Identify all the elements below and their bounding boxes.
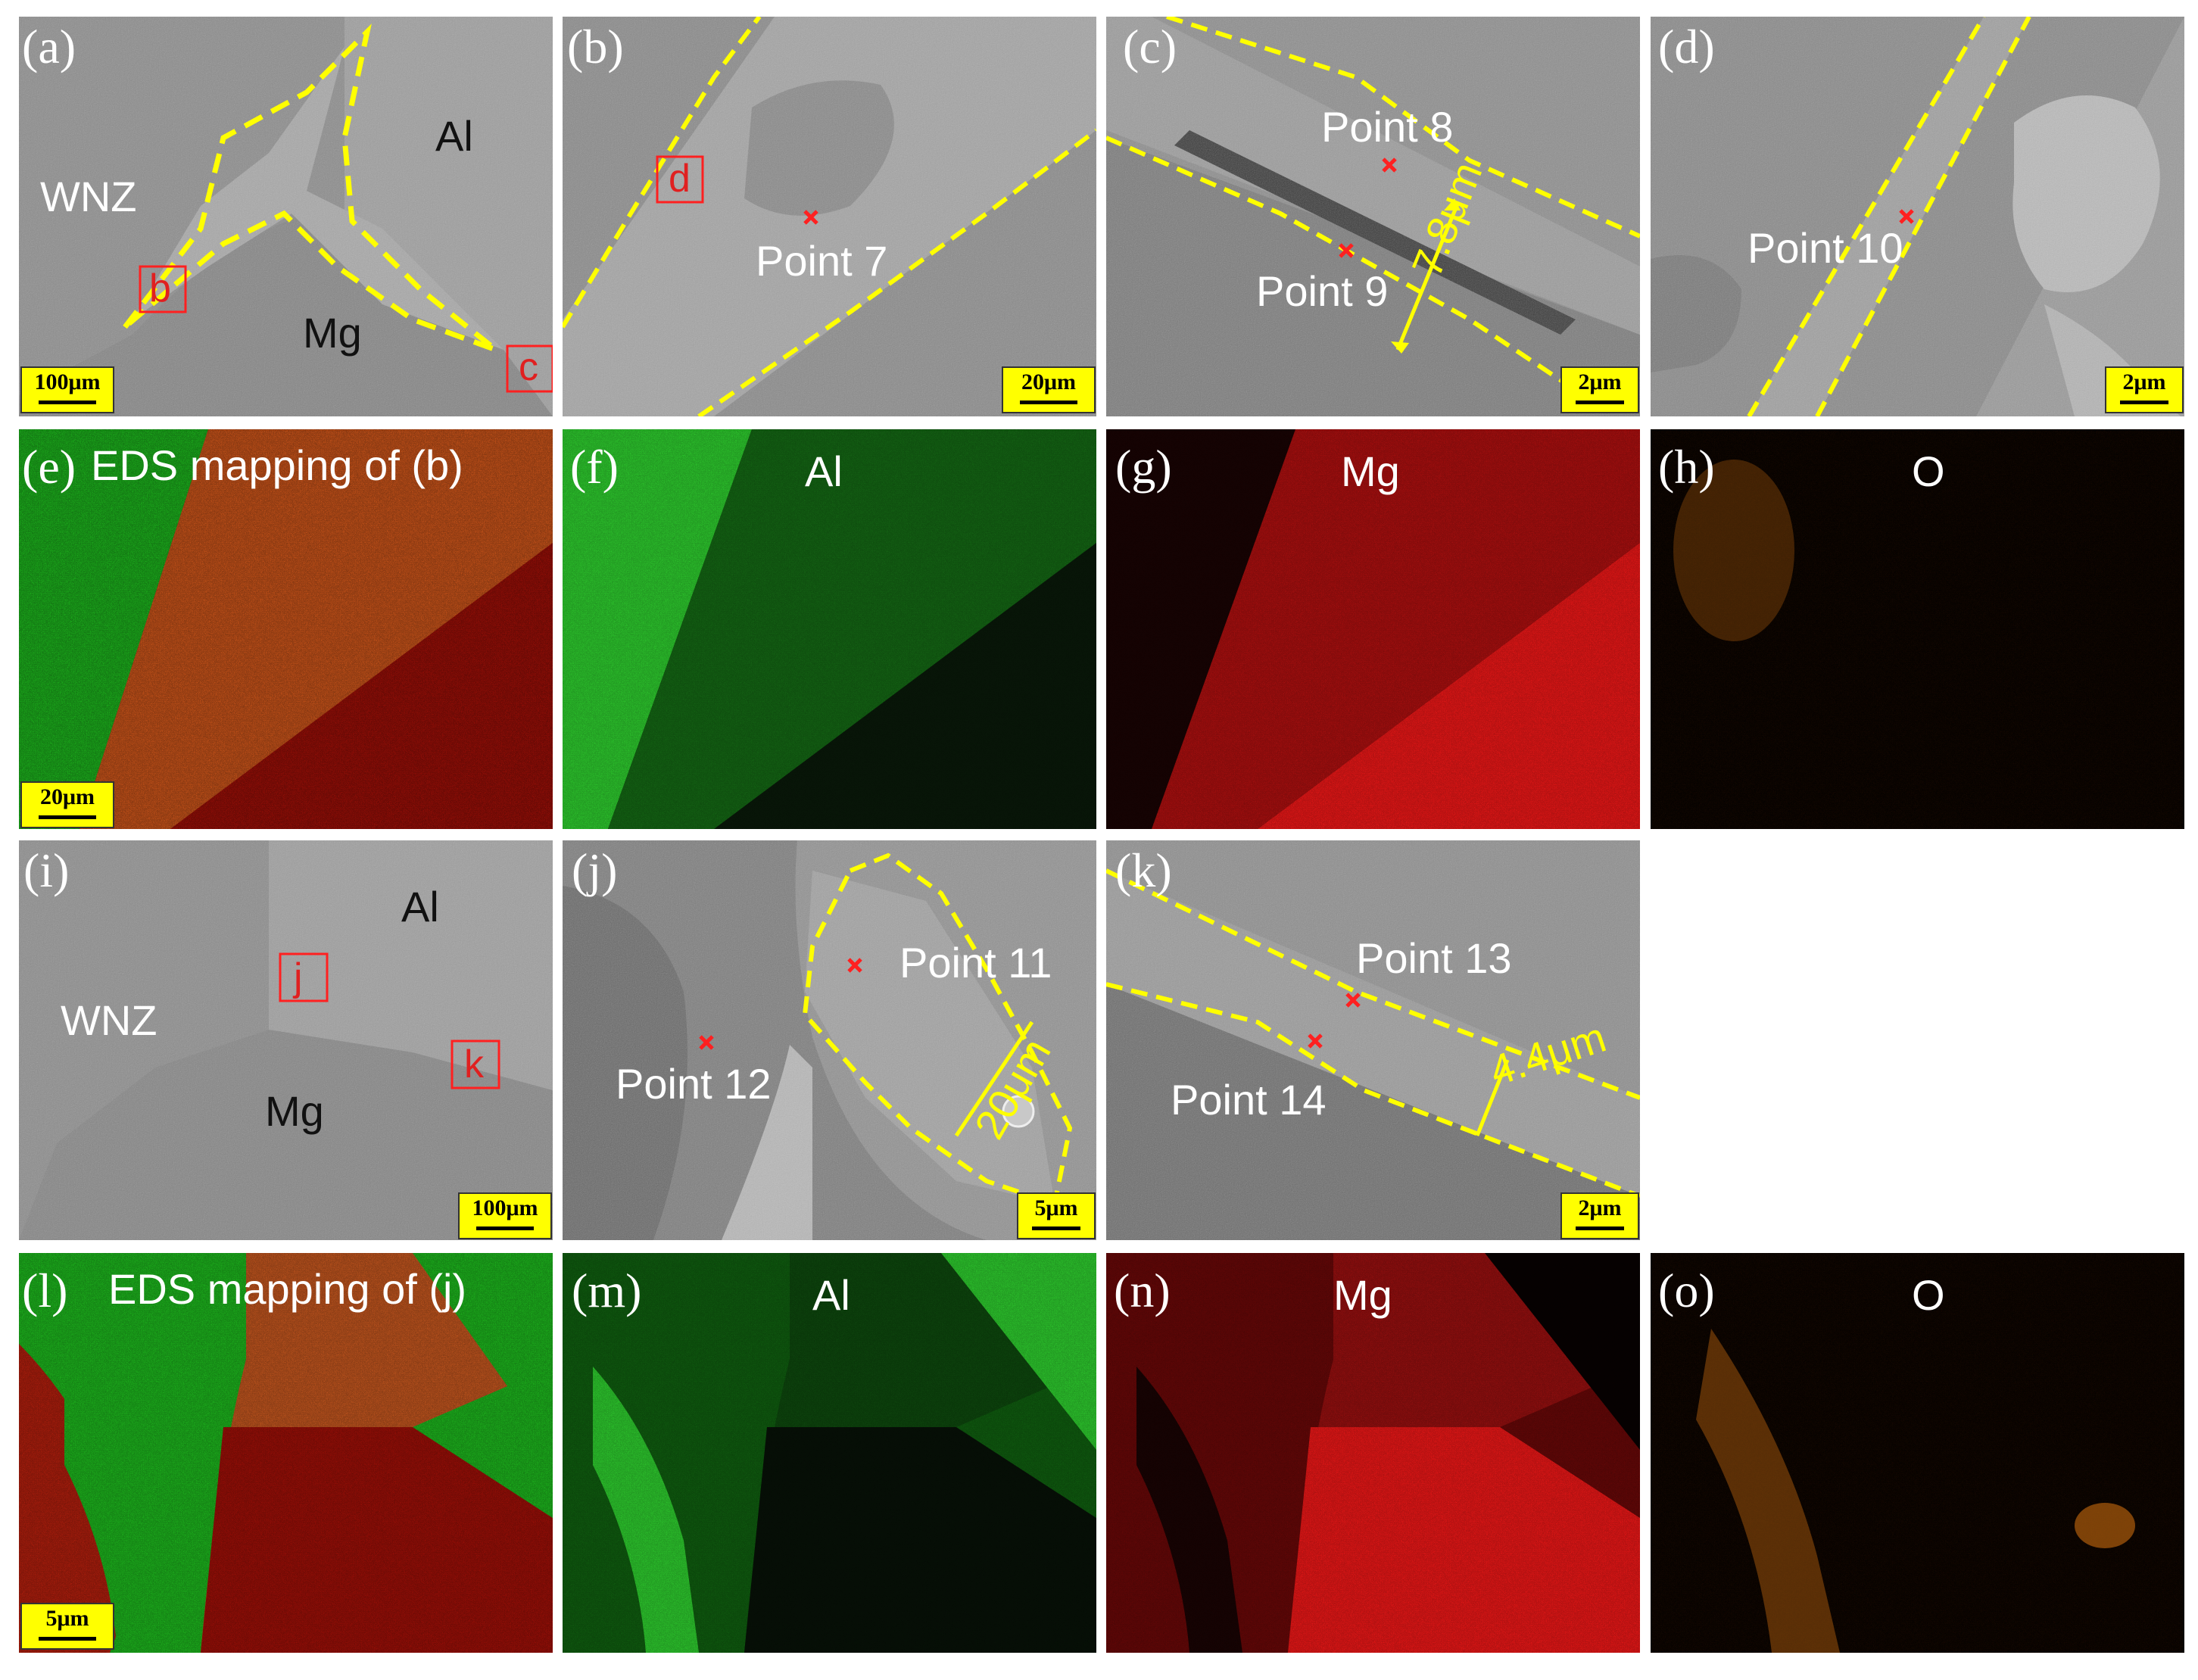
point-label-8: Point 8 xyxy=(1321,103,1454,151)
panel-label-l: (l) xyxy=(22,1264,68,1317)
panel-label-n: (n) xyxy=(1114,1264,1171,1317)
element-label-g: Mg xyxy=(1341,447,1400,495)
eds-overlay-image-e xyxy=(19,429,553,829)
eds-title-e: EDS mapping of (b) xyxy=(91,441,463,489)
panel-n-eds-mg: (n) Mg xyxy=(1106,1253,1640,1653)
sem-image-b xyxy=(563,17,1096,416)
panel-a-sem-overview: (a) WNZ Al Mg b c 100μm xyxy=(19,17,553,416)
panel-d-sem-interface: (d) Point 10 2μm xyxy=(1651,17,2184,416)
panel-o-eds-o: (o) O xyxy=(1651,1253,2184,1653)
eds-map-o-o xyxy=(1651,1253,2184,1653)
eds-map-al-f xyxy=(563,429,1096,829)
region-label-al-i: Al xyxy=(401,883,439,930)
region-label-mg-i: Mg xyxy=(265,1087,324,1135)
panel-label-b: (b) xyxy=(567,20,624,73)
region-label-mg: Mg xyxy=(303,309,362,357)
box-label-c: c xyxy=(519,345,538,389)
panel-label-f: (f) xyxy=(570,440,619,494)
region-label-al: Al xyxy=(435,112,473,160)
point-label-14: Point 14 xyxy=(1171,1076,1327,1124)
scale-bar-i: 100μm xyxy=(458,1192,552,1239)
scale-bar-k: 2μm xyxy=(1560,1192,1639,1239)
sem-image-d xyxy=(1651,17,2184,416)
eds-map-al-m xyxy=(563,1253,1096,1653)
point-label-12: Point 12 xyxy=(616,1060,772,1108)
box-label-j: j xyxy=(294,955,303,999)
scale-bar-l: 5μm xyxy=(20,1603,114,1650)
scale-bar-c: 2μm xyxy=(1560,366,1639,413)
panel-j-sem-zoom: (j) Point 11 Point 12 20μm 5μm xyxy=(563,840,1096,1240)
panel-label-a: (a) xyxy=(22,20,76,73)
point-label-7: Point 7 xyxy=(756,237,888,285)
eds-title-l: EDS mapping of (j) xyxy=(108,1265,467,1313)
panel-g-eds-mg: (g) Mg xyxy=(1106,429,1640,829)
region-label-wnz-i: WNZ xyxy=(61,996,157,1044)
eds-overlay-image-l xyxy=(19,1253,553,1653)
panel-label-h: (h) xyxy=(1658,440,1715,494)
point-label-13: Point 13 xyxy=(1356,934,1512,982)
panel-label-k: (k) xyxy=(1115,843,1172,897)
panel-f-eds-al: (f) Al xyxy=(563,429,1096,829)
scale-bar-b: 20μm xyxy=(1002,366,1096,413)
scale-bar-a: 100μm xyxy=(20,366,114,413)
element-label-h: O xyxy=(1912,447,1945,495)
sem-image-c xyxy=(1106,17,1640,416)
eds-map-o-h xyxy=(1651,429,2184,829)
panel-i-sem-overview: (i) WNZ Al Mg j k 100μm xyxy=(19,840,553,1240)
element-label-o: O xyxy=(1912,1271,1945,1319)
panel-label-j: (j) xyxy=(572,843,618,897)
element-label-n: Mg xyxy=(1333,1271,1392,1319)
region-label-wnz: WNZ xyxy=(40,173,137,220)
panel-l-eds-overlay: (l) EDS mapping of (j) 5μm xyxy=(19,1253,553,1653)
scale-bar-d: 2μm xyxy=(2105,366,2184,413)
point-label-10: Point 10 xyxy=(1747,224,1903,272)
panel-h-eds-o: (h) O xyxy=(1651,429,2184,829)
sem-image-i xyxy=(19,840,553,1240)
element-label-f: Al xyxy=(805,447,843,495)
point-label-11: Point 11 xyxy=(899,939,1052,986)
panel-label-g: (g) xyxy=(1115,440,1172,494)
scale-bar-e: 20μm xyxy=(20,781,114,828)
panel-label-o: (o) xyxy=(1658,1264,1715,1317)
panel-label-d: (d) xyxy=(1658,20,1715,73)
panel-label-e: (e) xyxy=(22,440,76,494)
panel-b-sem-zoom: (b) d Point 7 20μm xyxy=(563,17,1096,416)
panel-label-i: (i) xyxy=(23,843,70,897)
box-label-k: k xyxy=(464,1043,484,1086)
box-label-b: b xyxy=(149,266,171,310)
panel-c-sem-layer: (c) Point 8 Point 9 7.8μm 2μm xyxy=(1106,17,1640,416)
scale-bar-j: 5μm xyxy=(1017,1192,1096,1239)
element-label-m: Al xyxy=(812,1271,850,1319)
panel-m-eds-al: (m) Al xyxy=(563,1253,1096,1653)
eds-map-mg-n xyxy=(1106,1253,1640,1653)
panel-label-m: (m) xyxy=(572,1264,642,1317)
eds-map-mg-g xyxy=(1106,429,1640,829)
point-label-9: Point 9 xyxy=(1256,267,1389,315)
panel-e-eds-overlay: (e) EDS mapping of (b) 20μm xyxy=(19,429,553,829)
panel-label-c: (c) xyxy=(1123,20,1177,73)
panel-k-sem-layer: (k) Point 13 Point 14 4.4μm 2μm xyxy=(1106,840,1640,1240)
box-label-d: d xyxy=(669,157,691,201)
